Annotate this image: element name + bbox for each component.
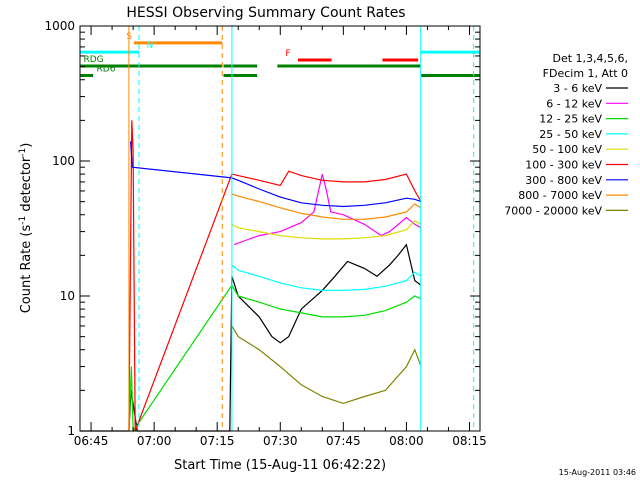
legend-label-300-800-kev: 300 - 800 keV	[525, 174, 602, 187]
x-tick-label-07-15: 07:15	[200, 434, 235, 448]
y-tick-label-1: 1	[67, 424, 75, 438]
x-tick-label-07-30: 07:30	[263, 434, 298, 448]
legend-label-50-100-kev: 50 - 100 keV	[532, 143, 602, 156]
legend-label-12-25-kev: 12 - 25 keV	[539, 113, 602, 126]
x-tick-label-08-15: 08:15	[452, 434, 487, 448]
y-tick-label-100: 100	[52, 154, 75, 168]
x-tick-label-07-45: 07:45	[326, 434, 361, 448]
series-line-100-300-kev	[128, 120, 422, 432]
flag-label-rdg: RDG	[83, 55, 103, 65]
y-tick-label-1000: 1000	[44, 19, 75, 33]
legend: Det 1,3,4,5,6, FDecim 1, Att 0 3 - 6 keV…	[504, 52, 628, 217]
legend-label-6-12-kev: 6 - 12 keV	[546, 97, 602, 110]
series-line-6-12-kev	[233, 173, 422, 246]
series-line-12-25-kev	[128, 284, 422, 433]
plot-frame	[79, 25, 481, 432]
legend-title-line1: Det 1,3,4,5,6,	[552, 52, 628, 65]
series-line-300-800-kev	[130, 141, 422, 208]
legend-label-7000-20000-kev: 7000 - 20000 keV	[504, 204, 602, 217]
y-axis-label: Count Rate (s-1 detector-1)	[18, 143, 34, 314]
x-tick-label-07-00: 07:00	[137, 434, 172, 448]
y-tick-label-10: 10	[60, 289, 75, 303]
flag-label-f: F	[285, 49, 290, 59]
series-line-25-50-kev	[231, 264, 422, 291]
legend-label-800-7000-kev: 800 - 7000 keV	[518, 189, 602, 202]
series-line-3-6-kev	[80, 243, 422, 432]
svg-text:Count Rate (s-1 detector-1): Count Rate (s-1 detector-1)	[18, 143, 34, 314]
x-tick-label-08-00: 08:00	[389, 434, 424, 448]
footer-date: 15-Aug-2011 03:46	[559, 468, 636, 477]
x-tick-label-06-45: 06:45	[74, 434, 109, 448]
series-line-50-100-kev	[231, 220, 422, 240]
legend-label-100-300-kev: 100 - 300 keV	[525, 159, 602, 172]
x-axis-label: Start Time (15-Aug-11 06:42:22)	[174, 458, 386, 473]
series-line-800-7000-kev	[231, 193, 422, 220]
legend-label-3-6-kev: 3 - 6 keV	[553, 82, 602, 95]
flag-label-n: N	[147, 41, 154, 51]
flag-label-rd6: RD6	[97, 64, 116, 74]
legend-title-line2: FDecim 1, Att 0	[543, 67, 628, 80]
legend-label-25-50-kev: 25 - 50 keV	[539, 128, 602, 141]
series-line-7000-20000-kev	[231, 325, 422, 405]
chart-title: HESSI Observing Summary Count Rates	[126, 5, 405, 21]
